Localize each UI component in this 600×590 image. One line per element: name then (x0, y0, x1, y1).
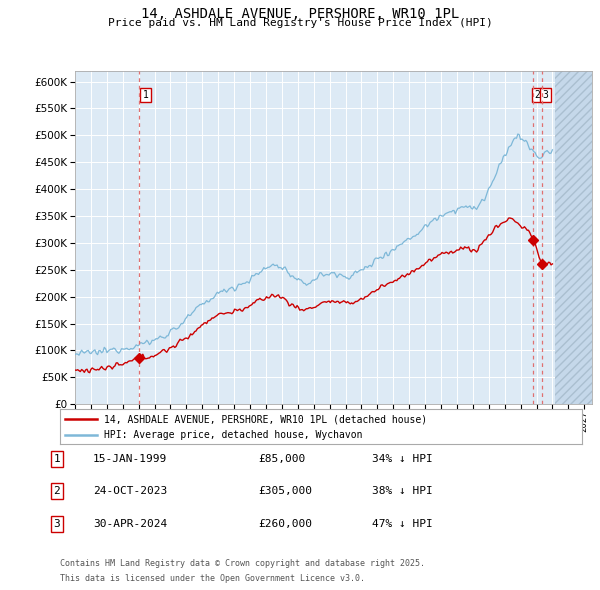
Text: 34% ↓ HPI: 34% ↓ HPI (372, 454, 433, 464)
Text: This data is licensed under the Open Government Licence v3.0.: This data is licensed under the Open Gov… (60, 574, 365, 583)
Text: 47% ↓ HPI: 47% ↓ HPI (372, 519, 433, 529)
Text: 1: 1 (142, 90, 148, 100)
Text: 14, ASHDALE AVENUE, PERSHORE, WR10 1PL: 14, ASHDALE AVENUE, PERSHORE, WR10 1PL (141, 7, 459, 21)
Text: 38% ↓ HPI: 38% ↓ HPI (372, 486, 433, 496)
Text: Price paid vs. HM Land Registry's House Price Index (HPI): Price paid vs. HM Land Registry's House … (107, 18, 493, 28)
Text: £85,000: £85,000 (258, 454, 305, 464)
Text: 3: 3 (53, 519, 61, 529)
Text: 30-APR-2024: 30-APR-2024 (93, 519, 167, 529)
Text: 1: 1 (53, 454, 61, 464)
Text: £260,000: £260,000 (258, 519, 312, 529)
Text: HPI: Average price, detached house, Wychavon: HPI: Average price, detached house, Wych… (104, 430, 363, 440)
Text: £305,000: £305,000 (258, 486, 312, 496)
Text: 24-OCT-2023: 24-OCT-2023 (93, 486, 167, 496)
Bar (555, 71, 592, 404)
Text: 3: 3 (542, 90, 548, 100)
Text: 2: 2 (534, 90, 540, 100)
Text: Contains HM Land Registry data © Crown copyright and database right 2025.: Contains HM Land Registry data © Crown c… (60, 559, 425, 568)
Text: 2: 2 (53, 486, 61, 496)
Text: 14, ASHDALE AVENUE, PERSHORE, WR10 1PL (detached house): 14, ASHDALE AVENUE, PERSHORE, WR10 1PL (… (104, 414, 427, 424)
Text: 15-JAN-1999: 15-JAN-1999 (93, 454, 167, 464)
